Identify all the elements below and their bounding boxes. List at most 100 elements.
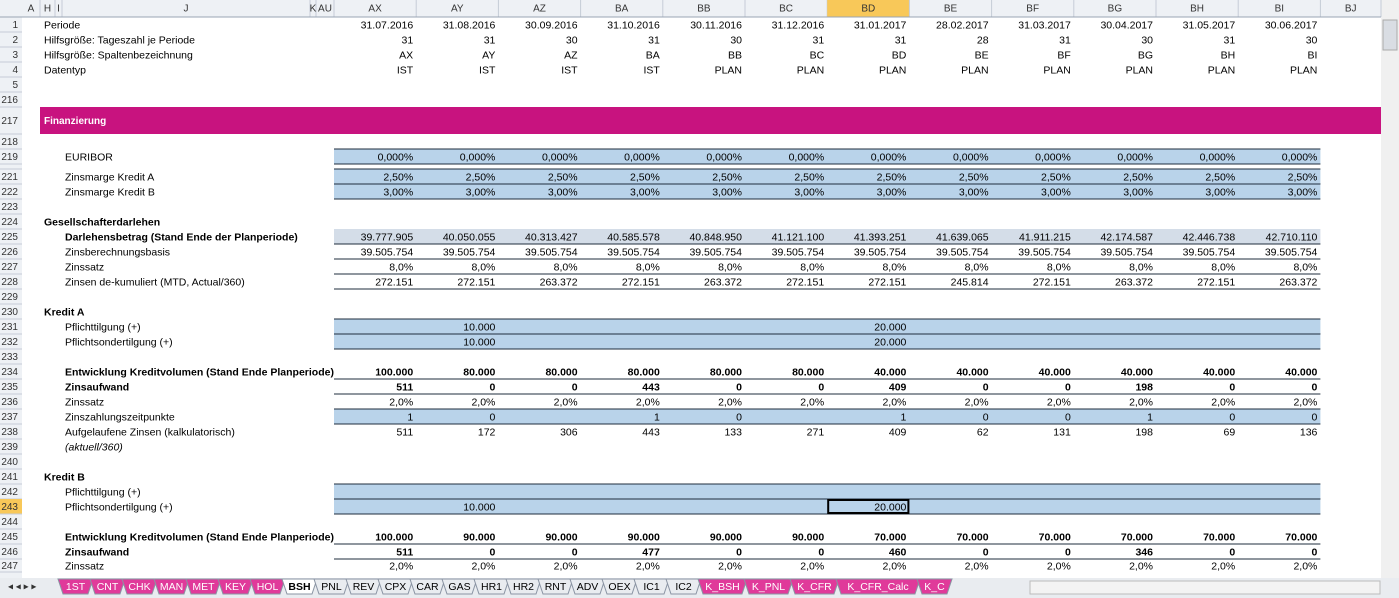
cell-value[interactable]: 8,0% bbox=[800, 261, 824, 273]
cell-value[interactable]: 0,000% bbox=[1282, 151, 1318, 163]
sheet-tab[interactable] bbox=[409, 578, 446, 595]
cell-value[interactable]: 0 bbox=[1229, 411, 1235, 423]
cell-value[interactable]: 31.07.2016 bbox=[361, 19, 414, 31]
cell-value[interactable]: 8,0% bbox=[882, 261, 906, 273]
cell-value[interactable]: 409 bbox=[889, 426, 907, 438]
sheet-tab-label[interactable]: IC2 bbox=[675, 581, 692, 593]
cell-value[interactable]: 40.000 bbox=[874, 366, 906, 378]
cell-value[interactable]: 272.151 bbox=[375, 276, 413, 288]
cell-value[interactable]: 90.000 bbox=[710, 531, 742, 543]
cell-value[interactable]: 0 bbox=[1065, 411, 1071, 423]
cell-value[interactable]: 31.10.2016 bbox=[607, 19, 660, 31]
cell-value[interactable]: 90.000 bbox=[463, 531, 495, 543]
vertical-scrollbar[interactable] bbox=[1381, 0, 1399, 578]
cell-value[interactable]: 272.151 bbox=[868, 276, 906, 288]
cell-value[interactable]: 20.000 bbox=[874, 501, 906, 513]
cell-value[interactable]: 42.446.738 bbox=[1183, 231, 1236, 243]
cell-value[interactable]: 2,50% bbox=[877, 171, 907, 183]
row-number[interactable]: 234 bbox=[1, 367, 18, 378]
cell-value[interactable]: 8,0% bbox=[636, 261, 660, 273]
cell-value[interactable]: 70.000 bbox=[1121, 531, 1153, 543]
cell-value[interactable]: 30 bbox=[730, 34, 742, 46]
row-number[interactable]: 245 bbox=[1, 532, 18, 543]
sheet-tab-label[interactable]: K_PNL bbox=[752, 581, 785, 593]
cell-value[interactable]: 40.000 bbox=[956, 366, 988, 378]
row-number[interactable]: 218 bbox=[1, 137, 18, 148]
cell-value[interactable]: 2,0% bbox=[1129, 396, 1153, 408]
cell-value[interactable]: 8,0% bbox=[1047, 261, 1071, 273]
sheet-tab[interactable] bbox=[697, 578, 748, 595]
sheet-tab[interactable] bbox=[441, 578, 478, 595]
sheet-tab-label[interactable]: BSH bbox=[288, 581, 310, 593]
sheet-tab-label[interactable]: PNL bbox=[321, 581, 342, 593]
cell-value[interactable]: IST bbox=[643, 64, 660, 76]
cell-value[interactable]: 263.372 bbox=[704, 276, 742, 288]
sheet-tab[interactable] bbox=[601, 578, 638, 595]
sheet-tab-label[interactable]: 1ST bbox=[66, 581, 86, 593]
cell-value[interactable]: PLAN bbox=[715, 64, 742, 76]
column-header[interactable]: AZ bbox=[533, 4, 546, 15]
cell-value[interactable]: 2,0% bbox=[1047, 396, 1071, 408]
cell-value[interactable]: BI bbox=[1307, 49, 1317, 61]
cell-value[interactable]: 2,0% bbox=[1293, 560, 1317, 572]
cell-value[interactable]: 3,00% bbox=[1205, 186, 1235, 198]
cell-value[interactable]: 0,000% bbox=[542, 151, 578, 163]
cell-value[interactable]: 8,0% bbox=[554, 261, 578, 273]
sheet-tab[interactable] bbox=[505, 578, 542, 595]
cell-value[interactable]: 2,0% bbox=[882, 560, 906, 572]
sheet-tab-label[interactable]: GAS bbox=[448, 581, 470, 593]
cell-value[interactable]: 2,50% bbox=[1123, 171, 1153, 183]
cell-value[interactable]: 3,00% bbox=[630, 186, 660, 198]
cell-value[interactable]: BF bbox=[1057, 49, 1070, 61]
cell-value[interactable]: IST bbox=[397, 64, 414, 76]
cell-value[interactable]: 409 bbox=[889, 381, 907, 393]
cell-value[interactable]: 41.639.065 bbox=[936, 231, 989, 243]
sheet-tab-label[interactable]: MET bbox=[192, 581, 215, 593]
cell-value[interactable]: 2,50% bbox=[959, 171, 989, 183]
cell-value[interactable]: 443 bbox=[642, 426, 660, 438]
cell-value[interactable]: 41.121.100 bbox=[772, 231, 825, 243]
cell-value[interactable]: 3,00% bbox=[877, 186, 907, 198]
cell-value[interactable]: 100.000 bbox=[375, 531, 413, 543]
cell-value[interactable]: 3,00% bbox=[1041, 186, 1071, 198]
cell-value[interactable]: BB bbox=[728, 49, 742, 61]
cell-value[interactable]: 30 bbox=[566, 34, 578, 46]
sheet-tab[interactable] bbox=[89, 578, 126, 595]
cell-value[interactable]: 41.911.215 bbox=[1019, 231, 1071, 243]
cell-value[interactable]: 10.000 bbox=[463, 336, 495, 348]
sheet-tab-label[interactable]: CNT bbox=[97, 581, 119, 593]
cell-value[interactable]: 2,50% bbox=[383, 171, 413, 183]
row-number[interactable]: 225 bbox=[1, 232, 18, 243]
cell-value[interactable]: 42.710.110 bbox=[1266, 231, 1318, 243]
cell-value[interactable]: 0 bbox=[983, 411, 989, 423]
cell-value[interactable]: 28 bbox=[977, 34, 989, 46]
column-header[interactable]: A bbox=[28, 4, 35, 15]
cell-value[interactable]: 30 bbox=[1306, 34, 1318, 46]
cell-value[interactable]: 511 bbox=[396, 426, 413, 438]
cell-value[interactable]: 0,000% bbox=[1200, 151, 1236, 163]
column-header[interactable]: BF bbox=[1026, 4, 1039, 15]
cell-value[interactable]: 0,000% bbox=[1035, 151, 1071, 163]
cell-value[interactable]: 70.000 bbox=[956, 531, 988, 543]
cell-value[interactable]: 2,0% bbox=[1211, 396, 1235, 408]
cell-value[interactable]: 2,50% bbox=[466, 171, 496, 183]
cell-value[interactable]: BD bbox=[892, 49, 907, 61]
cell-value[interactable]: BG bbox=[1138, 49, 1153, 61]
sheet-tab[interactable] bbox=[743, 578, 794, 595]
cell-value[interactable]: 198 bbox=[1135, 381, 1153, 393]
row-number[interactable]: 1 bbox=[12, 20, 18, 31]
column-header[interactable]: BI bbox=[1275, 4, 1284, 15]
cell-value[interactable]: 1 bbox=[901, 411, 907, 423]
row-number[interactable]: 237 bbox=[1, 412, 18, 423]
cell-value[interactable]: 39.505.754 bbox=[443, 246, 496, 258]
cell-value[interactable]: 0 bbox=[818, 381, 824, 393]
sheet-tab-label[interactable]: K_BSH bbox=[705, 581, 739, 593]
cell-value[interactable]: 10.000 bbox=[463, 501, 495, 513]
column-header[interactable]: BD bbox=[861, 4, 875, 15]
cell-value[interactable]: 198 bbox=[1135, 426, 1153, 438]
cell-value[interactable]: 70.000 bbox=[1203, 531, 1235, 543]
cell-value[interactable]: 0,000% bbox=[624, 151, 660, 163]
cell-value[interactable]: 2,0% bbox=[1211, 560, 1235, 572]
cell-value[interactable]: 42.174.587 bbox=[1100, 231, 1153, 243]
row-number[interactable]: 231 bbox=[1, 322, 18, 333]
